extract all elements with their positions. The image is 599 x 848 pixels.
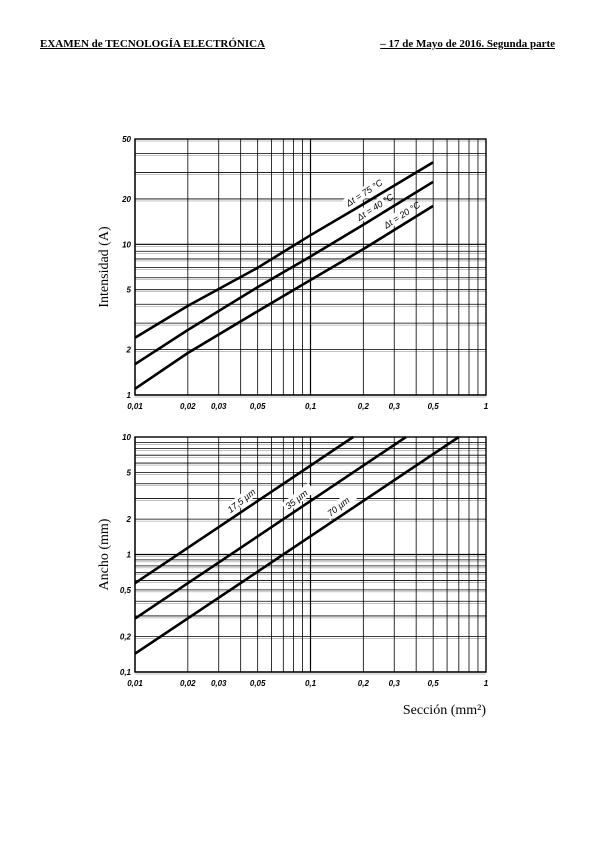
x-tick-label: 0,1 [305,402,317,411]
x-tick-label: 0,5 [428,679,440,688]
curve-label-bg [352,196,388,224]
curve-label-bg [379,203,415,232]
series-line [134,180,434,366]
x-tick-label: 0,3 [389,402,401,411]
x-tick-label: 0,02 [180,679,196,688]
x-tick-label: 0,05 [250,679,266,688]
y-tick-label: 2 [126,515,132,524]
series-line [134,435,460,655]
y-tick-label: 5 [127,286,132,295]
y-tick-label: 5 [127,468,132,477]
y-axis-title: Intensidad (A) [97,226,112,308]
x-tick-label: 1 [484,679,489,688]
y-axis-title: Ancho (mm) [97,518,112,590]
y-tick-label: 0,1 [120,668,132,677]
x-tick-label: 0,03 [211,402,227,411]
header-left: EXAMEN de TECNOLOGÍA ELECTRÓNICA [40,38,266,50]
y-tick-label: 0,5 [120,586,132,595]
series-line [134,204,434,390]
x-tick-label: 0,1 [305,679,317,688]
x-tick-label: 0,3 [389,679,401,688]
y-tick-label: 20 [121,195,131,204]
series-line [134,161,434,339]
y-tick-label: 1 [127,391,132,400]
y-tick-label: 50 [122,135,131,144]
plot-frame [134,436,487,673]
x-tick-label: 0,05 [250,402,266,411]
header-right: – 17 de Mayo de 2016. Segunda parte [380,38,555,50]
x-tick-label: 0,03 [211,679,227,688]
series-line [134,435,407,620]
plot-frame [134,138,487,396]
curve-label-bg [342,181,377,210]
series-line [134,435,354,585]
y-tick-label: 1 [127,551,132,560]
y-tick-label: 2 [126,346,132,355]
curve-label-bg [223,486,257,517]
curve-label-bg [281,482,316,513]
x-tick-label: 0,02 [180,402,196,411]
x-tick-label: 1 [484,402,489,411]
y-tick-label: 10 [122,433,131,442]
x-tick-label: 0,2 [358,402,370,411]
y-tick-label: 0,2 [120,633,132,642]
x-tick-label: 0,01 [127,402,143,411]
x-tick-label: 0,2 [358,679,370,688]
x-axis-title: Sección (mm²) [403,703,486,718]
curve-label-bg [323,490,357,520]
y-tick-label: 10 [122,240,131,249]
x-tick-label: 0,5 [428,402,440,411]
x-tick-label: 0,01 [127,679,143,688]
